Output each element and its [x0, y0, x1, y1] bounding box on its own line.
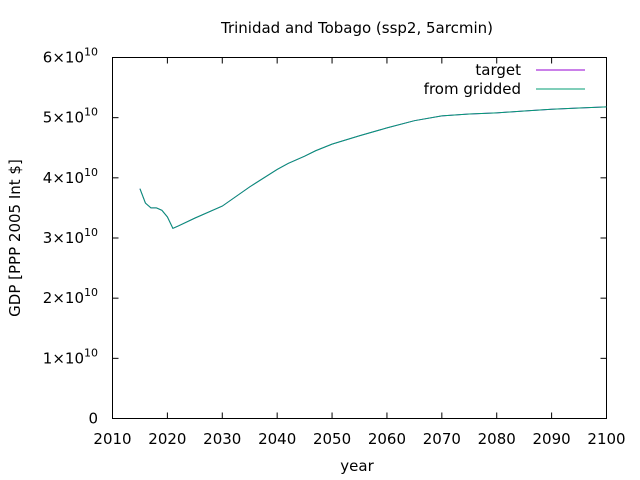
x-tick-label: 2040: [258, 430, 296, 448]
y-tick-mantissa: 3×10: [43, 229, 84, 247]
y-tick-exponent: 10: [84, 46, 98, 59]
y-tick-label: 2×1010: [43, 286, 98, 307]
y-tick-mantissa: 0: [88, 410, 98, 428]
y-tick-exponent: 10: [84, 286, 98, 299]
y-tick-mantissa: 4×10: [43, 169, 84, 187]
x-tick-label: 2100: [587, 430, 625, 448]
x-tick-label: 2020: [148, 430, 186, 448]
y-tick-label: 4×1010: [43, 166, 98, 187]
series-line-1: [139, 106, 607, 230]
x-tick-label: 2090: [533, 430, 571, 448]
x-axis-label: year: [340, 457, 374, 475]
y-tick-label: 5×1010: [43, 106, 98, 127]
x-tick-label: 2060: [368, 430, 406, 448]
y-tick-label: 0: [88, 410, 98, 428]
y-tick-label: 6×1010: [43, 46, 98, 67]
y-tick-exponent: 10: [84, 166, 98, 179]
y-tick-mantissa: 1×10: [43, 349, 84, 367]
x-tick-label: 2010: [93, 430, 131, 448]
y-tick-mantissa: 6×10: [43, 49, 84, 67]
x-tick-label: 2030: [203, 430, 241, 448]
x-tick-label: 2070: [423, 430, 461, 448]
plot-area-frame: [112, 57, 607, 419]
legend-label: target: [475, 61, 521, 79]
y-tick-exponent: 10: [84, 226, 98, 239]
x-tick-label: 2080: [478, 430, 516, 448]
axis-ticks: [112, 57, 607, 419]
y-axis-label: GDP [PPP 2005 Int $]: [6, 159, 24, 317]
series-lines: [139, 106, 607, 230]
series-line-0: [139, 106, 607, 230]
y-tick-exponent: 10: [84, 106, 98, 119]
y-tick-mantissa: 5×10: [43, 109, 84, 127]
y-tick-exponent: 10: [84, 346, 98, 359]
y-tick-label: 3×1010: [43, 226, 98, 247]
chart-title: Trinidad and Tobago (ssp2, 5arcmin): [220, 19, 493, 37]
y-tick-label: 1×1010: [43, 346, 98, 367]
y-tick-mantissa: 2×10: [43, 289, 84, 307]
x-axis-tick-labels: 2010 2020 2030 2040 2050 2060 2070 2080 2090 2100: [93, 430, 625, 448]
legend-label: from gridded: [424, 80, 521, 98]
x-tick-label: 2050: [313, 430, 351, 448]
